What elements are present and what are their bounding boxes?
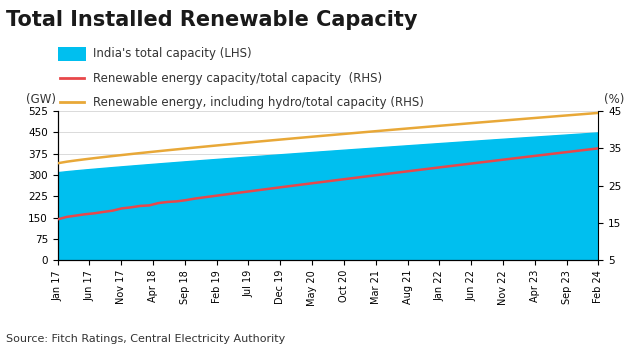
Text: Source: Fitch Ratings, Central Electricity Authority: Source: Fitch Ratings, Central Electrici… xyxy=(6,333,285,344)
Text: India's total capacity (LHS): India's total capacity (LHS) xyxy=(93,47,252,60)
Text: Renewable energy, including hydro/total capacity (RHS): Renewable energy, including hydro/total … xyxy=(93,96,424,109)
Text: (GW): (GW) xyxy=(26,93,56,106)
Text: (%): (%) xyxy=(604,93,624,106)
Text: Total Installed Renewable Capacity: Total Installed Renewable Capacity xyxy=(6,10,418,31)
Text: Renewable energy capacity/total capacity  (RHS): Renewable energy capacity/total capacity… xyxy=(93,71,382,85)
